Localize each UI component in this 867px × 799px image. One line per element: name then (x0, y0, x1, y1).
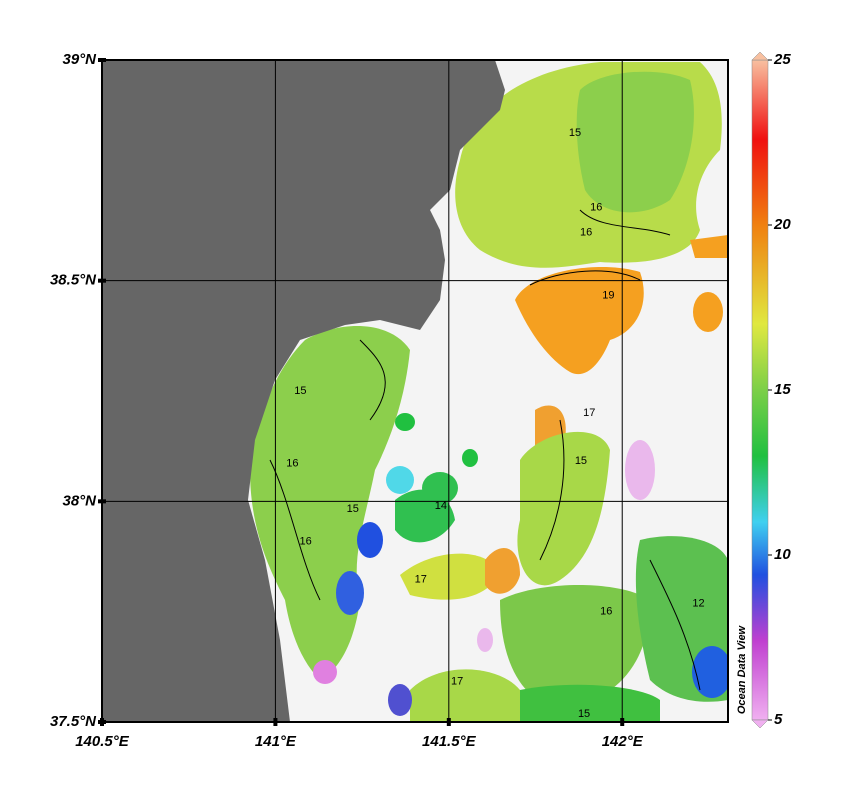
field-orange (515, 267, 644, 375)
field-yellowgreen (517, 431, 610, 586)
field-purple-spot (388, 684, 412, 716)
contour-label: 16 (299, 535, 311, 547)
contour-label: 16 (580, 226, 592, 238)
colorbar-tick-label: 20 (773, 216, 791, 233)
contour-line (539, 419, 565, 561)
x-tick-label: 141°E (255, 733, 297, 750)
contour-label: 16 (590, 201, 602, 213)
contour-label: 15 (575, 455, 587, 467)
field-cold-spot (357, 522, 383, 558)
colorbar-tick-label: 15 (774, 381, 791, 398)
land (102, 60, 505, 722)
contour-label: 16 (286, 457, 298, 469)
colorbar-arrow-bottom (751, 719, 769, 729)
field-coastal (250, 326, 410, 680)
contour-line (649, 559, 701, 691)
contour-label: 15 (569, 127, 581, 139)
field-green-spot (462, 449, 478, 467)
field-green-north (576, 71, 694, 213)
y-tick-label: 39°N (62, 51, 97, 68)
colorbar-label: Ocean Data View (736, 624, 748, 714)
field-yellowgreen-south (410, 669, 520, 722)
contour-label: 15 (578, 708, 590, 720)
map-area (102, 60, 728, 722)
x-tick-label: 141.5°E (422, 733, 477, 750)
x-tick-label: 140.5°E (75, 733, 130, 750)
field-cold-spot (336, 571, 364, 615)
field-green-south (520, 684, 660, 722)
field-pink-spot (313, 660, 337, 684)
contour-line (269, 459, 321, 601)
colorbar-tick-label: 10 (774, 546, 791, 563)
contour-label: 15 (347, 503, 359, 515)
field-orange-east (690, 235, 728, 258)
plot-frame (101, 59, 729, 723)
colorbar-tick-label: 5 (774, 711, 783, 728)
field-yellow (400, 553, 500, 600)
field-orange-spot (485, 548, 520, 594)
contour-line (359, 339, 386, 421)
colorbar-arrow-top (751, 51, 769, 61)
contour-label: 15 (294, 385, 306, 397)
y-tick-label: 38.5°N (50, 272, 97, 289)
colorbar-tick-label: 25 (773, 51, 791, 68)
y-tick-label: 38°N (62, 492, 97, 509)
field-green-south (500, 585, 650, 710)
contour-label: 19 (602, 290, 614, 302)
field-pink-spot (625, 440, 655, 500)
colorbar (751, 59, 769, 721)
contour-label: 17 (415, 573, 427, 585)
field-cyan-spot (386, 466, 414, 494)
field-orange-spot (693, 292, 723, 332)
field-cold-east (692, 646, 728, 698)
contour-label: 16 (600, 606, 612, 618)
contour-label: 17 (583, 407, 595, 419)
field-pink-spot (477, 628, 493, 652)
x-tick-label: 142°E (602, 733, 644, 750)
contour-label: 12 (692, 598, 704, 610)
field-green-spot (395, 413, 415, 431)
contour-line (579, 209, 671, 236)
contour-label: 14 (435, 500, 447, 512)
y-tick-label: 37.5°N (50, 713, 97, 730)
contour-label: 17 (451, 676, 463, 688)
